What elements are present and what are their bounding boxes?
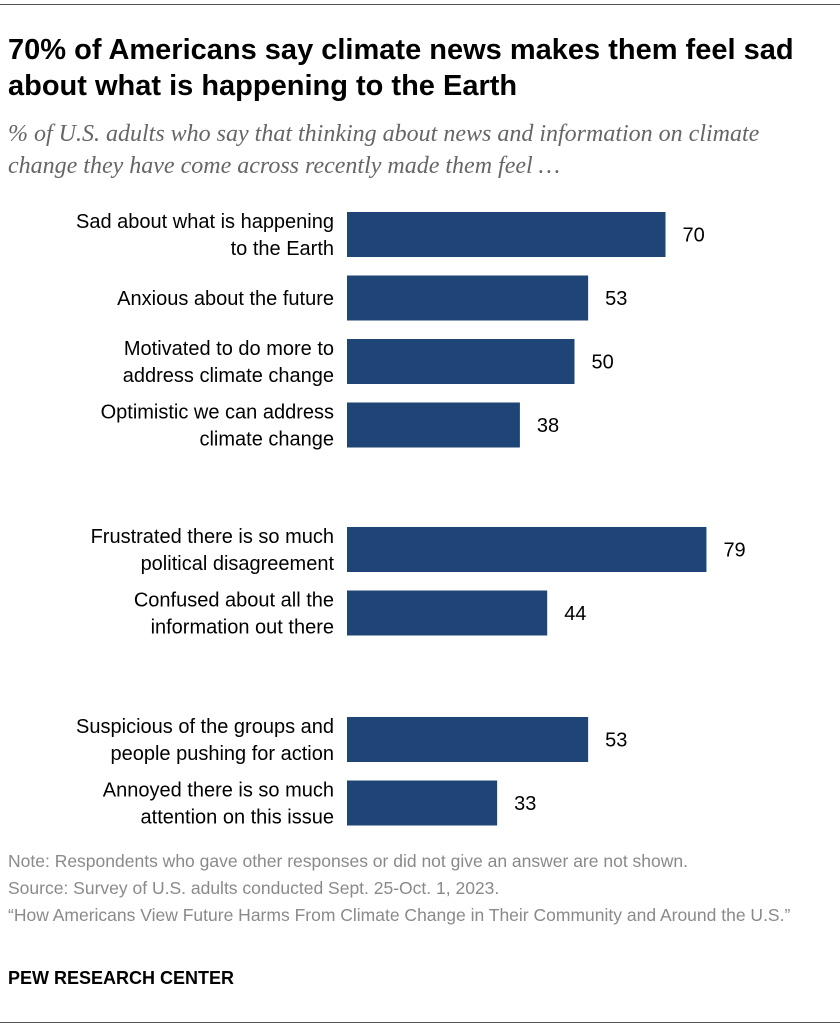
value-label-2-0: 53 — [605, 730, 627, 752]
note-text: Note: Respondents who gave other respons… — [8, 851, 688, 871]
top-rule — [0, 4, 840, 5]
brand-logo-text: PEW RESEARCH CENTER — [8, 968, 235, 988]
chart-subtitle: % of U.S. adults who say that thinking a… — [8, 121, 760, 179]
category-label-0-0: Sad about what is happening to the Earth — [76, 211, 334, 260]
chart-notes: Note: Respondents who gave other respons… — [8, 848, 834, 929]
category-label-0-3: Optimistic we can address climate change — [101, 402, 334, 451]
bar-0-1 — [347, 275, 589, 321]
bar-chart: 70 Sad about what is happening to the Eart… — [76, 211, 746, 829]
category-label-2-0: Suspicious of the groups and people pushi… — [76, 716, 334, 765]
category-label-2-1: Annoyed there is so much attention on thi… — [103, 780, 334, 829]
bar-0-0 — [347, 212, 666, 257]
category-label-1-0: Frustrated there is so much political dis… — [91, 526, 335, 575]
report-title-text: “How Americans View Future Harms From Cl… — [8, 905, 791, 925]
value-label-0-2: 50 — [592, 352, 614, 374]
bar-2-0 — [347, 717, 589, 762]
category-label-0-1: Anxious about the future — [117, 288, 334, 310]
bar-2-1 — [347, 780, 498, 826]
bar-0-3 — [347, 402, 520, 448]
category-label-1-1: Confused about all the information out th… — [134, 590, 334, 639]
chart-title: 70% of Americans say climate news makes … — [8, 34, 794, 102]
value-label-2-1: 33 — [514, 793, 536, 815]
value-label-1-0: 79 — [723, 540, 745, 562]
value-label-0-1: 53 — [605, 288, 627, 310]
bar-1-1 — [347, 590, 548, 636]
source-text: Source: Survey of U.S. adults conducted … — [8, 878, 500, 898]
bar-0-2 — [347, 339, 575, 384]
value-label-1-1: 44 — [564, 603, 586, 625]
bottom-rule — [0, 1022, 840, 1023]
value-label-0-3: 38 — [537, 415, 559, 437]
value-label-0-0: 70 — [683, 225, 705, 247]
category-label-0-2: Motivated to do more to address climate c… — [123, 338, 334, 387]
bar-1-0 — [347, 527, 707, 572]
